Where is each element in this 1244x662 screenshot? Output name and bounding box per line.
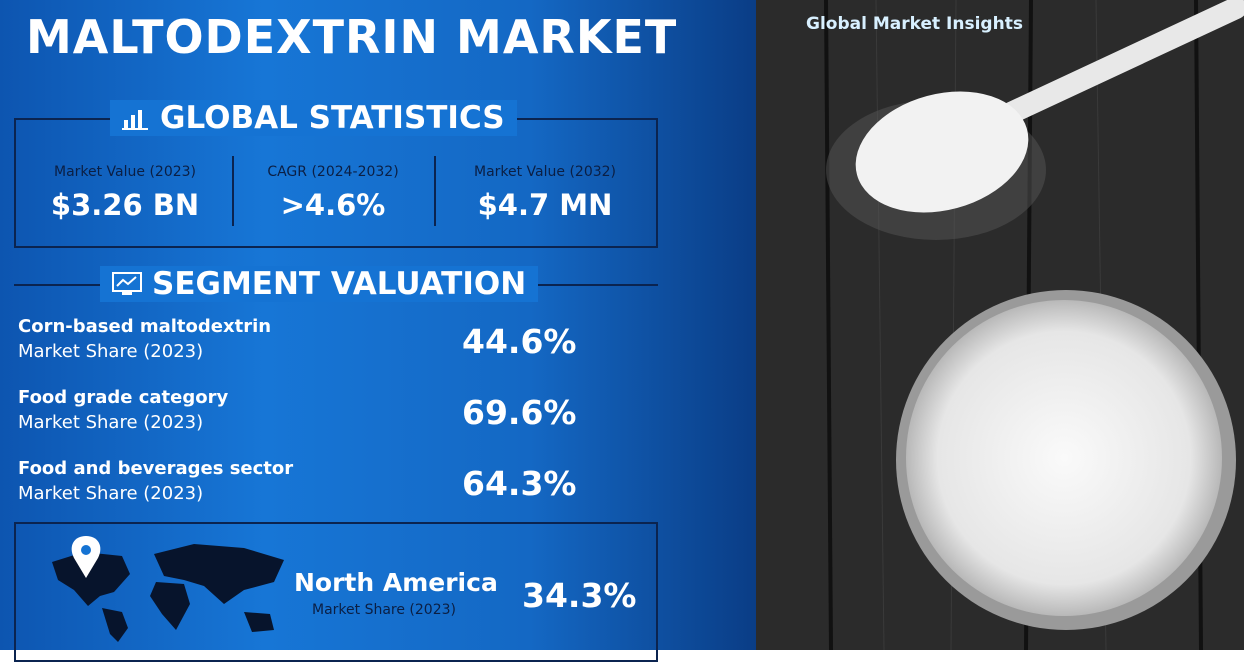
heading-text: SEGMENT VALUATION: [152, 266, 527, 302]
segment-name: Food grade category: [18, 387, 229, 408]
stat-label: Market Value (2032): [473, 164, 617, 180]
segment-sub: Market Share (2023): [18, 412, 204, 433]
stat: CAGR (2024-2032) >4.6%: [228, 164, 438, 222]
stat-value: $3.26 BN: [50, 188, 200, 222]
chart-icon: [122, 110, 148, 130]
segment-name: Food and beverages sector: [18, 458, 294, 479]
heading-text: GLOBAL STATISTICS: [160, 100, 505, 136]
stat-value: >4.6%: [280, 188, 386, 222]
stat-label: Market Value (2023): [53, 164, 197, 180]
region-value: 34.3%: [522, 576, 637, 615]
segment-sub: Market Share (2023): [18, 483, 204, 504]
segment-value: 64.3%: [462, 464, 577, 503]
segment-value: 44.6%: [462, 322, 577, 361]
world-map: [52, 536, 284, 642]
stat: Market Value (2023) $3.26 BN: [20, 164, 230, 222]
segment-value: 69.6%: [462, 393, 577, 432]
brand: Global Market Insights: [806, 14, 1023, 34]
segment-sub: Market Share (2023): [18, 341, 204, 362]
region-name: North America: [294, 568, 498, 597]
segment-name: Corn-based maltodextrin: [18, 316, 272, 337]
photo: [756, 0, 1244, 650]
divider: [434, 156, 436, 226]
divider: [232, 156, 234, 226]
stat-label: CAGR (2024-2032): [267, 164, 399, 180]
segment-heading: SEGMENT VALUATION: [100, 266, 539, 302]
region-sub: Market Share (2023): [312, 602, 456, 618]
stat-value: $4.7 MN: [477, 188, 613, 222]
monitor-icon: [112, 272, 142, 295]
stats-heading: GLOBAL STATISTICS: [110, 100, 517, 136]
title: MALTODEXTRIN MARKET: [26, 10, 678, 64]
stat: Market Value (2032) $4.7 MN: [440, 164, 650, 222]
